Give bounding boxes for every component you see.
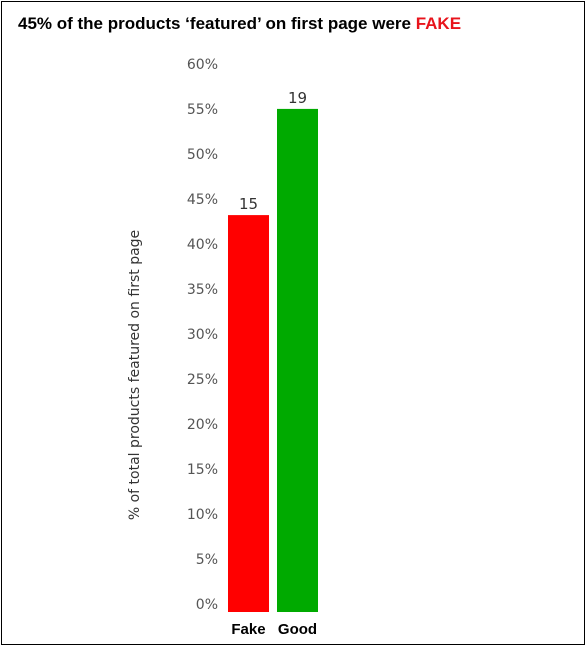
y-tick-label: 60%: [187, 57, 218, 73]
data-label-good: 19: [288, 89, 307, 107]
y-axis-label: % of total products featured on first pa…: [127, 230, 143, 520]
category-label-fake: Fake: [231, 621, 265, 638]
title-text: 45% of the products ‘featured’ on first …: [18, 14, 416, 33]
y-tick-label: 45%: [187, 192, 218, 208]
y-tick-label: 0%: [196, 597, 218, 613]
y-tick-label: 5%: [196, 552, 218, 568]
category-label-good: Good: [278, 621, 317, 638]
title-highlight: FAKE: [415, 14, 462, 33]
y-axis-ticks: 0% 5% 10% 15% 20% 25% 30% 35% 40% 45% 50% 55% 60%: [187, 57, 218, 613]
y-tick-label: 20%: [187, 417, 218, 433]
y-tick-label: 40%: [187, 237, 218, 253]
y-tick-label: 35%: [187, 282, 218, 298]
data-label-fake: 15: [239, 195, 258, 213]
y-tick-label: 10%: [187, 507, 218, 523]
y-tick-label: 55%: [187, 102, 218, 118]
y-tick-label: 50%: [187, 147, 218, 163]
bars: [228, 108, 318, 613]
bar-good: [277, 108, 318, 613]
bar-fake: [228, 215, 269, 612]
y-tick-label: 30%: [187, 327, 218, 343]
x-axis-categories: Fake Good: [231, 621, 317, 638]
y-tick-label: 15%: [187, 462, 218, 478]
y-tick-label: 25%: [187, 372, 218, 388]
chart-title: 45% of the products ‘featured’ on first …: [18, 14, 461, 34]
